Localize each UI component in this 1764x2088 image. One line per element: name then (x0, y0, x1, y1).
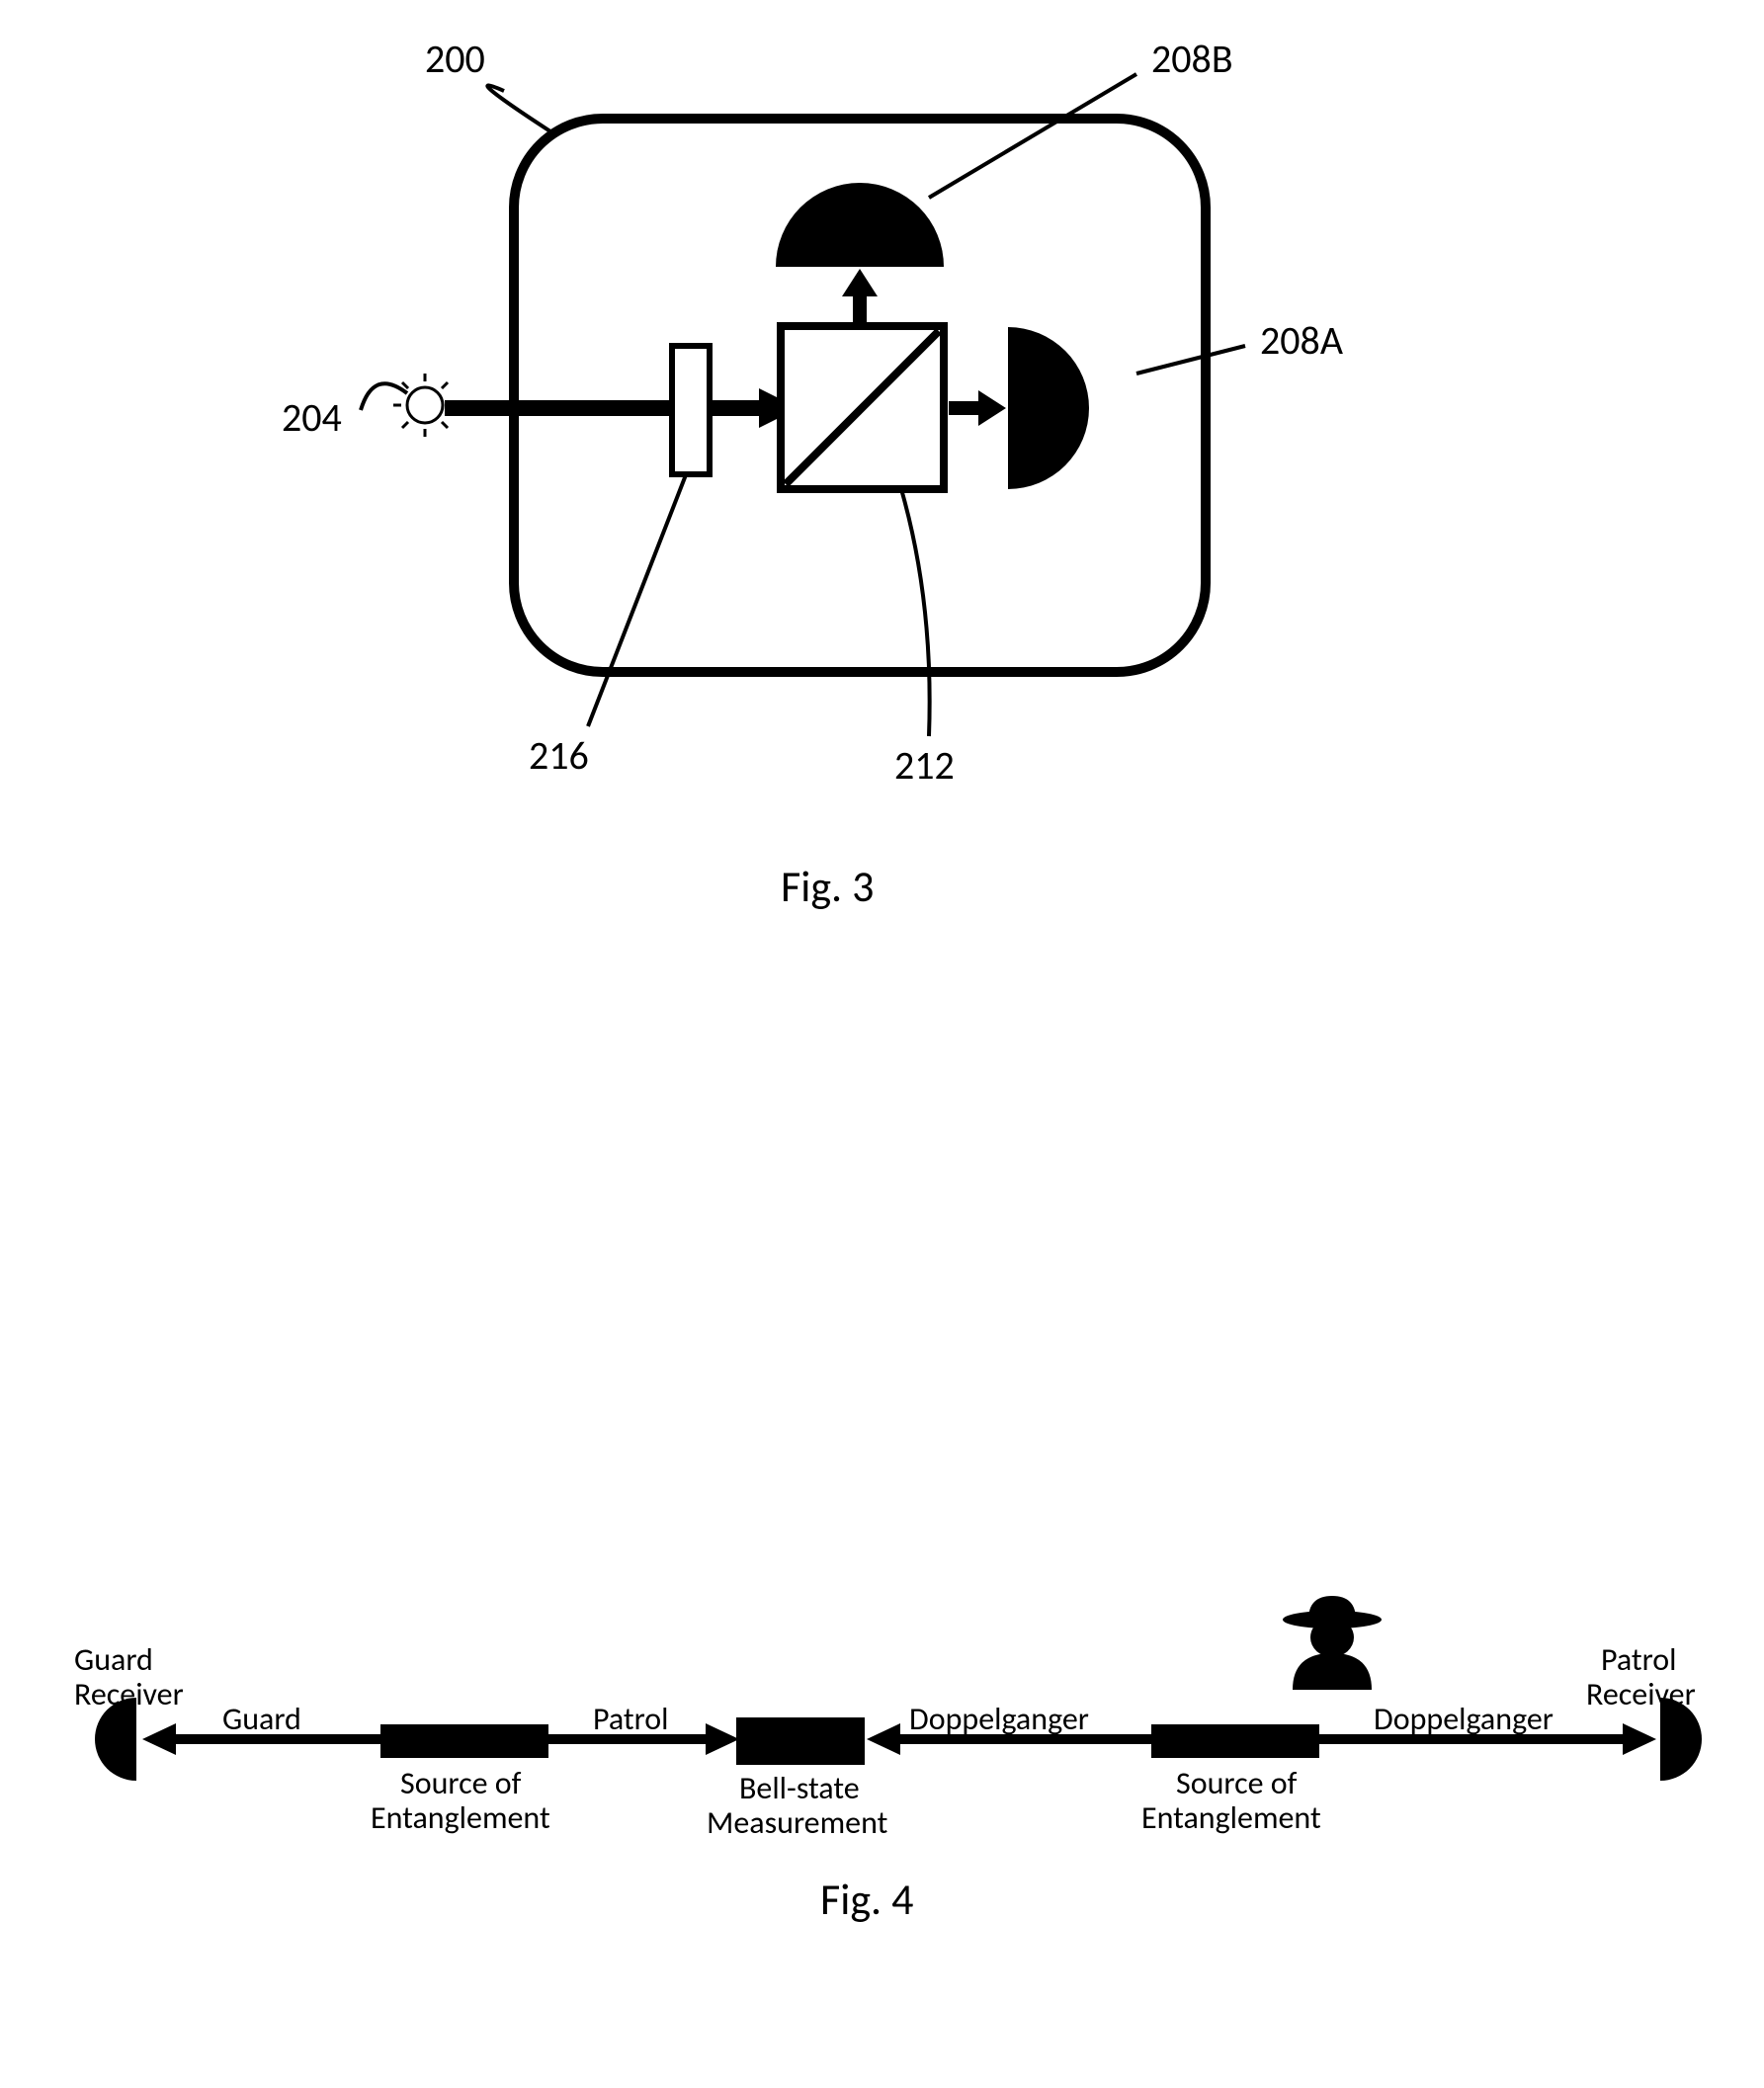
fig3-caption: Fig. 3 (781, 860, 874, 913)
fig3-svg (0, 0, 1764, 889)
fig4-caption: Fig. 4 (820, 1873, 913, 1926)
arrow-doppel1-head (867, 1723, 900, 1755)
label-patrol-receiver-1: Patrol (1601, 1640, 1676, 1679)
label-216: 216 (529, 731, 589, 780)
leader-208b (929, 74, 1136, 198)
waveplate (672, 346, 710, 474)
label-src1b: Entanglement (371, 1798, 550, 1837)
arrow-doppel2-head (1623, 1723, 1656, 1755)
entanglement-source-1 (380, 1724, 548, 1758)
label-src2a: Source of (1176, 1764, 1297, 1802)
label-200: 200 (425, 35, 485, 83)
label-bell1: Bell-state (739, 1769, 860, 1807)
label-guard: Guard (222, 1700, 301, 1738)
label-src1a: Source of (400, 1764, 521, 1802)
label-208b: 208B (1151, 35, 1233, 83)
leader-212 (901, 489, 930, 736)
bell-state-measurement (736, 1717, 865, 1765)
intruder-icon (1283, 1596, 1382, 1690)
label-208a: 208A (1260, 316, 1343, 365)
label-src2b: Entanglement (1141, 1798, 1321, 1837)
label-204: 204 (282, 393, 342, 442)
arrow-guard-head (142, 1723, 176, 1755)
label-guard-receiver-2: Receiver (74, 1675, 184, 1713)
arrow-up-head (842, 269, 878, 296)
leader-208a (1136, 346, 1245, 374)
label-patrol-receiver-2: Receiver (1586, 1675, 1696, 1713)
label-doppel1: Doppelganger (909, 1700, 1089, 1738)
detector-top (776, 183, 944, 267)
leader-216 (588, 472, 687, 726)
label-patrol: Patrol (593, 1700, 668, 1738)
leader-200 (487, 85, 553, 133)
label-guard-receiver-1: Guard (74, 1640, 153, 1679)
detector-right (1008, 327, 1089, 489)
label-bell2: Measurement (707, 1803, 887, 1842)
label-doppel2: Doppelganger (1374, 1700, 1554, 1738)
arrow-right-head (978, 390, 1006, 426)
label-212: 212 (894, 741, 955, 790)
entanglement-source-2 (1151, 1724, 1319, 1758)
arrow-patrol-head (706, 1723, 739, 1755)
fig4-svg (0, 1482, 1764, 2075)
